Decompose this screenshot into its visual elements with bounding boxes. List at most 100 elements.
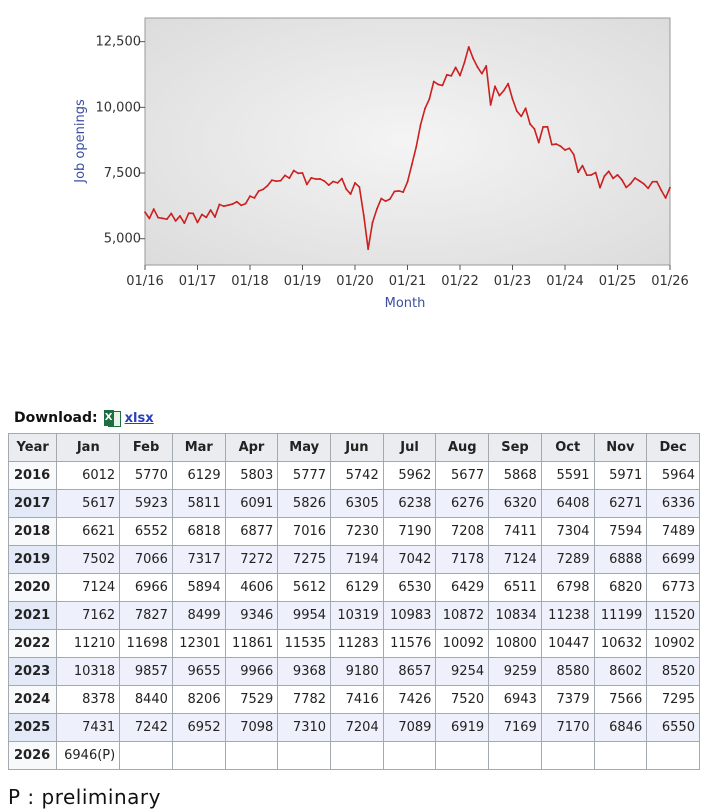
value-cell: 9368	[277, 657, 332, 686]
data-point	[472, 57, 475, 60]
header-month: Mar	[171, 433, 226, 462]
data-point	[655, 180, 658, 183]
value-cell	[593, 741, 648, 770]
value-cell: 7016	[277, 517, 332, 546]
value-cell: 9954	[277, 601, 332, 630]
value-cell: 7230	[330, 517, 384, 546]
value-cell	[224, 741, 279, 770]
value-cell: 7529	[224, 685, 279, 714]
data-point	[200, 213, 203, 216]
excel-icon[interactable]: X	[103, 410, 121, 427]
table-row: 2017 5617 5923 5811 6091 5826 6305 6238 6276 6320…	[7, 489, 700, 518]
value-cell: 7289	[540, 545, 595, 574]
data-point	[231, 203, 234, 205]
header-year: Year	[7, 433, 58, 462]
download-bar: Download: X xlsx	[14, 408, 154, 428]
data-point	[616, 173, 619, 176]
data-point	[354, 182, 356, 184]
value-cell: 7124	[488, 545, 542, 574]
data-point	[371, 221, 374, 224]
data-point	[157, 216, 160, 219]
header-month: May	[277, 433, 332, 462]
data-point	[564, 149, 566, 151]
data-point	[301, 172, 304, 174]
year-cell: 2016	[7, 461, 58, 490]
data-point	[454, 66, 457, 69]
value-cell: 7310	[277, 713, 332, 742]
data-point	[415, 145, 418, 148]
data-point	[279, 179, 282, 182]
data-point	[555, 143, 558, 145]
xlsx-download-link[interactable]: xlsx	[124, 410, 154, 426]
x-tick-label: 01/19	[284, 274, 321, 289]
value-cell: 11535	[277, 629, 332, 658]
data-point	[319, 178, 321, 180]
value-cell: 6129	[171, 461, 226, 490]
data-point	[450, 74, 453, 77]
value-cell: 6919	[435, 713, 490, 742]
data-point	[529, 123, 531, 125]
value-cell: 7317	[171, 545, 226, 574]
data-point	[235, 200, 238, 203]
data-point	[664, 197, 667, 199]
value-cell: 6552	[119, 517, 173, 546]
data-point	[445, 73, 448, 76]
value-cell: 7098	[224, 713, 279, 742]
value-cell: 6511	[488, 573, 542, 602]
value-cell: 11199	[593, 601, 648, 630]
value-cell: 8602	[593, 657, 648, 686]
value-cell: 6846	[593, 713, 648, 742]
data-point	[485, 65, 488, 67]
value-cell: 5964	[646, 461, 700, 490]
data-point	[441, 84, 444, 87]
year-cell: 2019	[7, 545, 58, 574]
year-cell: 2020	[7, 573, 58, 602]
data-point	[358, 186, 361, 188]
table-header-row: Year Jan Feb Mar Apr May Jun Jul Aug Sep Oct Nov Dec	[7, 433, 700, 462]
value-cell: 9259	[488, 657, 542, 686]
value-cell: 5811	[171, 489, 226, 518]
data-point	[253, 197, 256, 199]
value-cell: 10092	[435, 629, 490, 658]
data-point	[612, 177, 615, 180]
value-cell: 6012	[56, 461, 121, 490]
data-point	[214, 216, 216, 218]
footnote: P : preliminary	[8, 785, 161, 809]
value-cell: 6699	[646, 545, 700, 574]
data-point	[463, 61, 466, 64]
data-point	[297, 172, 300, 175]
year-cell: 2021	[7, 601, 58, 630]
x-tick-label: 01/17	[179, 274, 216, 289]
value-cell: 7411	[488, 517, 542, 546]
data-point	[533, 127, 536, 130]
value-cell: 7042	[382, 545, 437, 574]
data-point	[310, 176, 313, 179]
data-point	[305, 183, 308, 186]
data-point	[227, 204, 230, 207]
value-cell: 5617	[56, 489, 121, 518]
value-cell: 6305	[330, 489, 384, 518]
value-cell: 7089	[382, 713, 437, 742]
data-point	[572, 153, 575, 156]
value-cell: 7827	[119, 601, 173, 630]
data-point	[144, 211, 146, 214]
x-axis: 01/16 01/17 01/18 01/19 01/20 01/21 01/22 01/23…	[126, 265, 689, 289]
y-axis-title: Job openings	[73, 99, 88, 184]
data-point	[594, 171, 597, 174]
value-cell: 5777	[277, 461, 332, 490]
value-cell: 8657	[382, 657, 437, 686]
value-cell: 6530	[382, 573, 437, 602]
header-month: Jan	[56, 433, 121, 462]
data-point	[389, 198, 391, 200]
value-cell: 6091	[224, 489, 279, 518]
data-point	[332, 180, 335, 183]
value-cell: 11698	[119, 629, 173, 658]
data-point	[520, 115, 523, 118]
value-cell: 7242	[119, 713, 173, 742]
table-row: 2026 6946(P)	[7, 741, 700, 770]
data-point	[581, 164, 584, 167]
y-axis: 5,000 7,500 10,000 12,500	[96, 35, 145, 247]
value-cell	[382, 741, 437, 770]
data-point	[634, 177, 636, 179]
